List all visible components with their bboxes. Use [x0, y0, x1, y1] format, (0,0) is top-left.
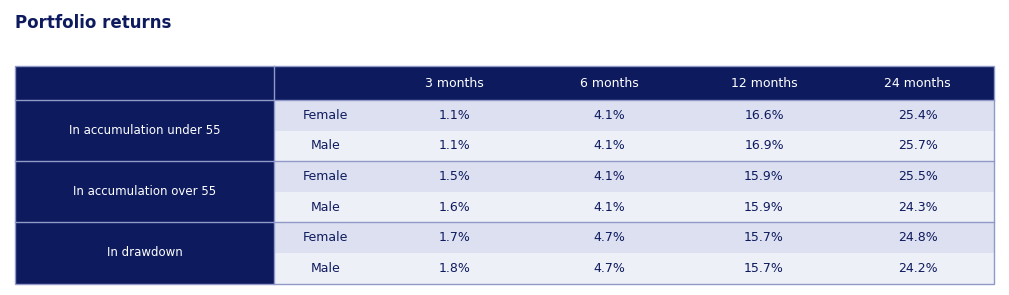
Text: Male: Male [311, 262, 341, 275]
Bar [274, 161, 994, 192]
Text: 15.7%: 15.7% [744, 262, 784, 275]
Text: 15.7%: 15.7% [744, 231, 784, 244]
Bar [15, 161, 274, 222]
Text: 1.7%: 1.7% [439, 231, 470, 244]
Bar [15, 66, 994, 100]
Text: 15.9%: 15.9% [745, 170, 784, 183]
Text: Female: Female [303, 231, 348, 244]
Bar [274, 131, 994, 161]
Text: 25.7%: 25.7% [898, 140, 937, 153]
Text: 12 months: 12 months [731, 77, 797, 90]
Text: Male: Male [311, 201, 341, 214]
Text: Male: Male [311, 140, 341, 153]
Text: 1.6%: 1.6% [439, 201, 470, 214]
Text: 25.4%: 25.4% [898, 109, 937, 122]
Text: Portfolio returns: Portfolio returns [15, 14, 172, 32]
Text: In drawdown: In drawdown [107, 246, 183, 260]
Bar [274, 253, 994, 283]
Bar [15, 222, 274, 283]
Text: 16.9%: 16.9% [745, 140, 784, 153]
Text: 15.9%: 15.9% [745, 201, 784, 214]
Text: 4.7%: 4.7% [593, 262, 626, 275]
Bar [274, 222, 994, 253]
Text: 6 months: 6 months [580, 77, 639, 90]
Text: 1.1%: 1.1% [439, 109, 470, 122]
Text: Female: Female [303, 170, 348, 183]
Text: Female: Female [303, 109, 348, 122]
Bar [15, 66, 994, 283]
Text: 25.5%: 25.5% [898, 170, 937, 183]
Text: 4.1%: 4.1% [593, 170, 626, 183]
Text: In accumulation over 55: In accumulation over 55 [73, 185, 216, 198]
Text: 4.1%: 4.1% [593, 109, 626, 122]
Text: 1.1%: 1.1% [439, 140, 470, 153]
Text: 16.6%: 16.6% [745, 109, 784, 122]
Text: 24.2%: 24.2% [898, 262, 937, 275]
Text: 24.3%: 24.3% [898, 201, 937, 214]
Text: 1.8%: 1.8% [439, 262, 470, 275]
Text: 4.1%: 4.1% [593, 140, 626, 153]
Text: 4.7%: 4.7% [593, 231, 626, 244]
Bar [274, 192, 994, 222]
Text: In accumulation under 55: In accumulation under 55 [69, 124, 220, 137]
Text: 4.1%: 4.1% [593, 201, 626, 214]
Bar [15, 100, 274, 161]
Bar [274, 100, 994, 131]
Text: 24.8%: 24.8% [898, 231, 937, 244]
Text: 3 months: 3 months [425, 77, 484, 90]
Text: 1.5%: 1.5% [439, 170, 470, 183]
Text: 24 months: 24 months [885, 77, 951, 90]
